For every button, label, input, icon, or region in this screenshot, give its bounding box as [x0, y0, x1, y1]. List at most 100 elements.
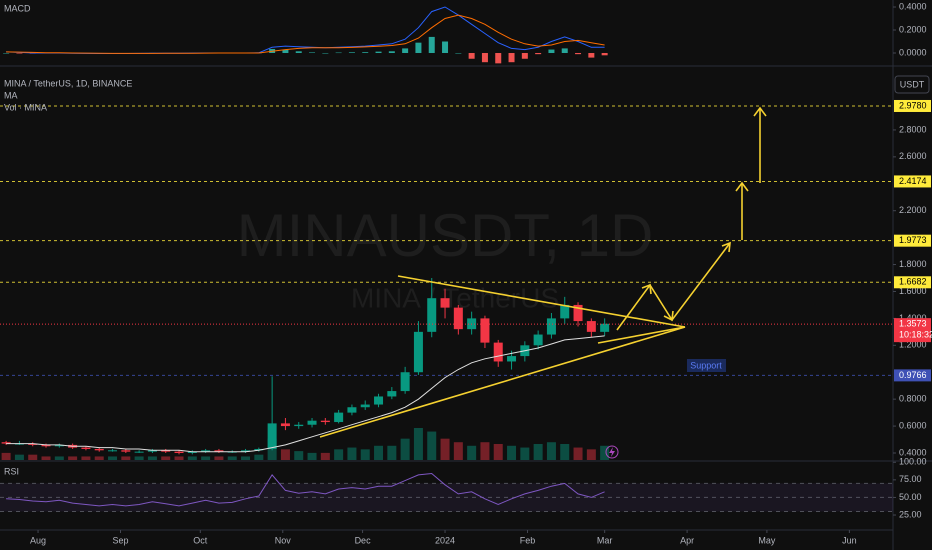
watermark: MINAUSDT, 1D: [237, 202, 654, 269]
level-tag: [894, 234, 931, 247]
triangle-lower: [319, 326, 686, 438]
y-tick-label: 25.00: [899, 509, 922, 519]
support-label: Support: [690, 360, 722, 370]
volume-bar: [560, 444, 570, 460]
volume-bar: [14, 454, 24, 460]
candle-body: [427, 298, 437, 332]
macd-histogram-bar: [362, 52, 369, 54]
volume-bar: [94, 456, 104, 460]
y-tick-label: 1.4000: [899, 313, 927, 323]
volume-bar: [187, 456, 197, 460]
x-tick-label: Oct: [193, 535, 208, 545]
x-tick-label: Feb: [520, 535, 536, 545]
candle-body: [493, 342, 503, 362]
candle-body: [1, 442, 11, 444]
event-bolt: [609, 447, 615, 457]
candle-body: [41, 444, 51, 447]
volume-bar: [507, 445, 517, 460]
volume-bar: [374, 445, 384, 460]
x-tick-label: Sep: [112, 535, 128, 545]
volume-bar: [520, 447, 530, 460]
macd-histogram-bar: [3, 53, 10, 54]
x-tick-label: Mar: [597, 535, 613, 545]
macd-histogram-bar: [428, 36, 435, 54]
last-price-label: 1.3573: [899, 319, 927, 329]
candle-body: [360, 404, 370, 408]
volume-bar: [254, 454, 264, 460]
y-tick-label: 50.00: [899, 492, 922, 502]
event-icon[interactable]: [605, 445, 619, 459]
x-tick-label: 2024: [435, 535, 455, 545]
level-tag: [894, 276, 931, 289]
volume-bar: [134, 456, 144, 460]
candle-body: [28, 443, 38, 445]
volume-bar: [480, 442, 490, 460]
volume-bar: [227, 456, 237, 460]
macd-histogram-bar: [282, 49, 289, 54]
rsi-band: [0, 483, 893, 512]
arrow-head: [641, 283, 652, 295]
y-tick-label: 100.00: [899, 457, 927, 467]
y-tick-label: 75.00: [899, 474, 922, 484]
volume-bar: [174, 456, 184, 460]
candle-body: [546, 318, 556, 335]
triangle-inner: [597, 326, 686, 344]
y-tick-label: 2.2000: [899, 205, 927, 215]
candle-body: [453, 307, 463, 330]
volume-bar: [347, 447, 357, 460]
macd-histogram-bar: [468, 53, 475, 59]
level-tag: [894, 175, 931, 188]
y-tick-label: 0.2000: [899, 24, 927, 34]
volume-bar: [81, 456, 91, 460]
candle-body: [600, 323, 610, 332]
candle-body: [480, 318, 490, 343]
volume-bar: [334, 449, 344, 460]
candle-body: [294, 424, 304, 427]
level-tag: [894, 99, 931, 112]
volume-bar: [320, 452, 330, 460]
candle-body: [307, 420, 317, 425]
macd-histogram-bar: [548, 49, 555, 54]
projection-path: [616, 242, 731, 331]
candle-body: [254, 448, 264, 451]
candle-body: [387, 391, 397, 397]
candle-body: [334, 412, 344, 423]
macd-histogram-bar: [309, 52, 316, 54]
y-tick-label: 0.8000: [899, 394, 927, 404]
level-label: 1.9773: [899, 235, 927, 245]
candle-body: [440, 298, 450, 308]
macd-histogram-bar: [295, 51, 302, 54]
y-tick-label: 0.6000: [899, 420, 927, 430]
candle-body: [280, 423, 290, 427]
macd-histogram-bar: [495, 53, 502, 64]
x-tick-label: Nov: [275, 535, 292, 545]
volume-bar: [214, 456, 224, 460]
volume-bar: [1, 452, 11, 460]
macd-histogram-bar: [521, 53, 528, 59]
candle-body: [214, 450, 224, 452]
macd-title: MACD: [4, 3, 31, 13]
volume-bar: [360, 449, 370, 460]
candle-body: [400, 372, 410, 392]
volume-bar: [294, 451, 304, 460]
macd-histogram-bar: [535, 53, 542, 55]
volume-bar: [68, 456, 78, 460]
y-tick-label: 1.6000: [899, 286, 927, 296]
volume-bar: [400, 438, 410, 460]
macd-histogram-bar: [561, 48, 568, 54]
volume-bar: [161, 456, 171, 460]
macd-histogram-bar: [455, 53, 462, 54]
volume-bar: [201, 456, 211, 460]
currency-button[interactable]: [894, 75, 930, 94]
macd-histogram-bar: [415, 42, 422, 54]
candle-body: [267, 423, 277, 449]
volume-bar: [600, 445, 610, 460]
candle-body: [54, 444, 64, 447]
volume-bar: [573, 447, 583, 460]
candle-body: [586, 321, 596, 332]
candle-body: [413, 331, 423, 373]
currency: USDT: [900, 79, 925, 89]
volume-bar: [108, 456, 118, 460]
macd-histogram-bar: [375, 51, 382, 54]
